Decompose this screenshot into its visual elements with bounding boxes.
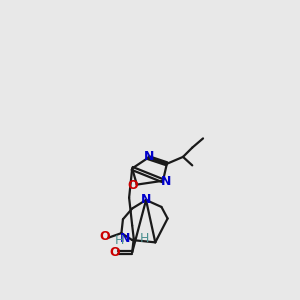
Text: N: N [161,175,171,188]
Text: O: O [109,246,120,259]
Text: O: O [99,230,110,244]
Text: N: N [144,150,154,164]
Text: N: N [120,232,131,245]
Text: H: H [140,232,149,245]
Text: O: O [128,179,138,192]
Text: N: N [141,193,151,206]
Text: H: H [115,233,124,247]
